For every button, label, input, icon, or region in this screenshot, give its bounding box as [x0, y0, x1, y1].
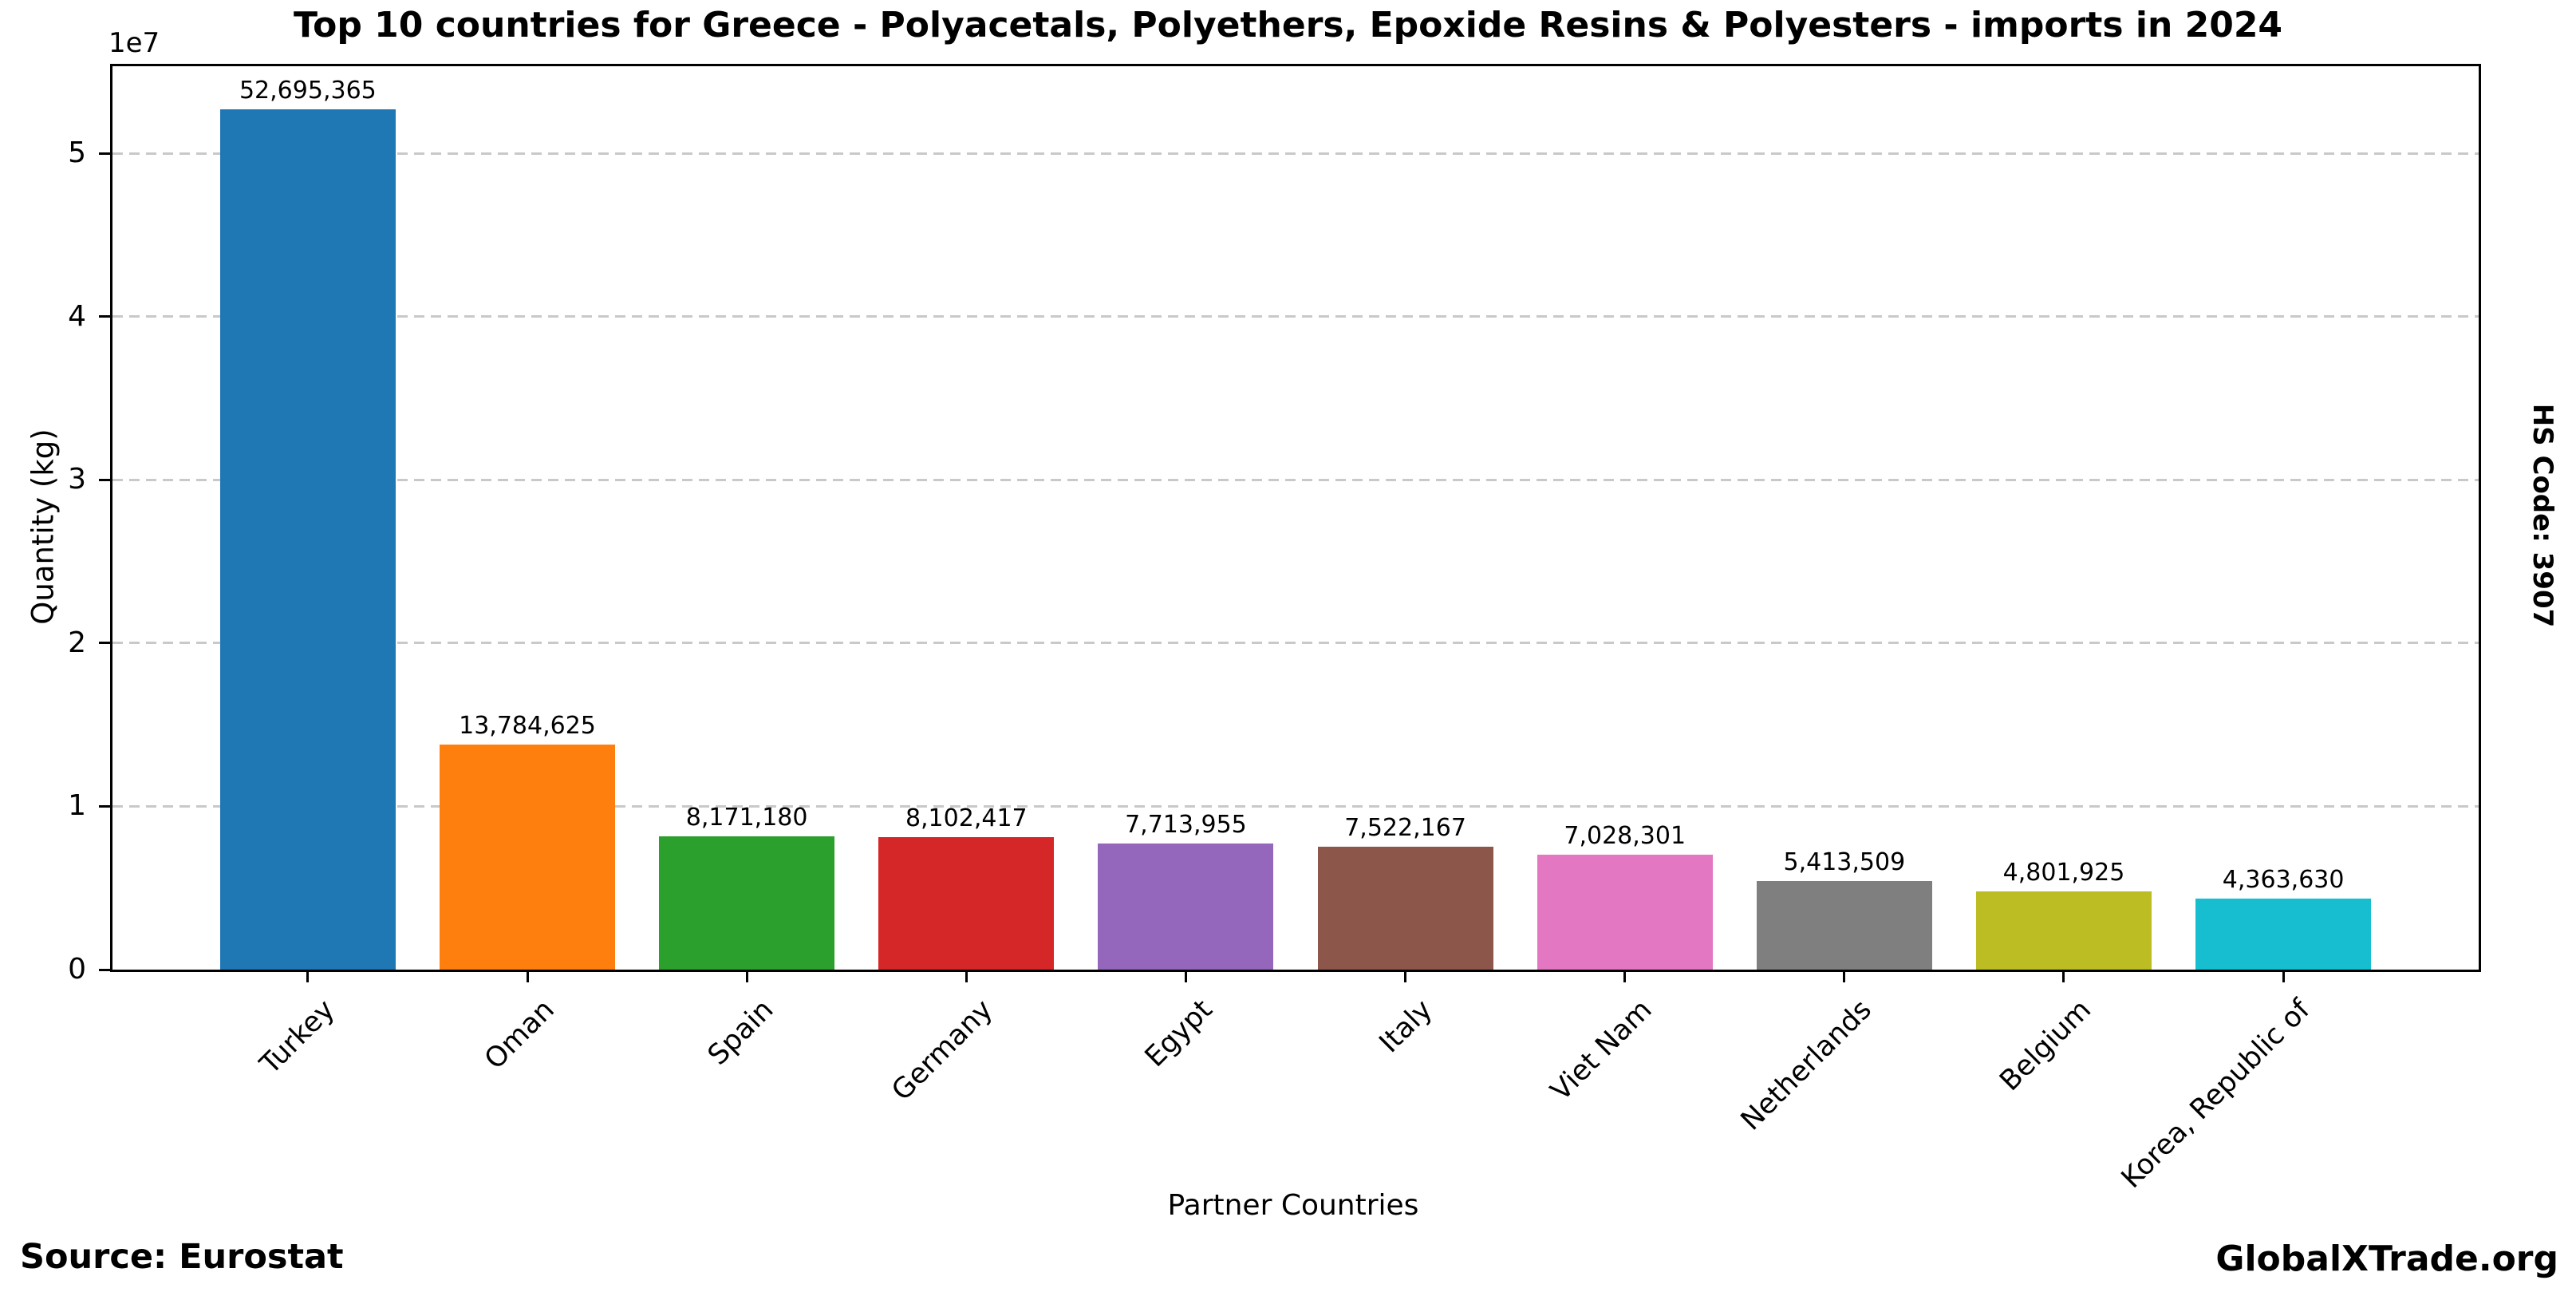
y-tick-label: 1 — [68, 789, 86, 823]
x-tick-mark — [306, 972, 310, 982]
y-gridline — [112, 152, 2479, 155]
y-tick-mark — [99, 642, 110, 645]
x-tick-mark — [1404, 972, 1407, 982]
bar — [439, 744, 616, 970]
hs-code-label: HS Code: 3907 — [2527, 403, 2558, 628]
bar — [219, 109, 396, 970]
x-tick-label: Turkey — [254, 994, 341, 1081]
bar-value-label: 7,713,955 — [1125, 811, 1247, 840]
brand-credit: GlobalXTrade.org — [2215, 1239, 2558, 1279]
y-axis-label: Quantity (kg) — [26, 429, 61, 625]
x-tick-mark — [1843, 972, 1846, 982]
bar-value-label: 5,413,509 — [1783, 848, 1906, 877]
y-gridline — [112, 804, 2479, 808]
x-tick-label: Oman — [478, 994, 561, 1077]
x-tick-mark — [1623, 972, 1627, 982]
bar-value-label: 4,363,630 — [2222, 865, 2345, 894]
x-tick-mark — [2282, 972, 2285, 982]
y-axis-exponent-label: 1e7 — [108, 27, 160, 59]
x-tick-label: Germany — [886, 994, 1000, 1108]
x-tick-mark — [2062, 972, 2065, 982]
y-tick-mark — [99, 315, 110, 318]
bar-value-label: 8,102,417 — [905, 804, 1028, 833]
source-credit: Source: Eurostat — [20, 1237, 344, 1277]
bar — [2195, 898, 2372, 970]
bar — [1317, 847, 1493, 970]
y-tick-label: 4 — [68, 299, 86, 333]
x-tick-mark — [965, 972, 968, 982]
x-tick-label: Korea, Republic of — [2116, 994, 2317, 1195]
bar — [659, 836, 835, 970]
x-tick-label: Netherlands — [1734, 994, 1878, 1137]
x-tick-mark — [745, 972, 748, 982]
y-tick-mark — [99, 804, 110, 808]
bar — [1975, 891, 2152, 970]
y-gridline — [112, 478, 2479, 481]
bar — [1537, 855, 1713, 970]
bar-value-label: 7,522,167 — [1344, 814, 1466, 843]
x-tick-label: Egypt — [1139, 994, 1220, 1073]
chart-title: Top 10 countries for Greece - Polyacetal… — [293, 5, 2283, 45]
y-gridline — [112, 315, 2479, 318]
bar — [1756, 881, 1932, 970]
x-tick-label: Belgium — [1993, 994, 2097, 1098]
y-tick-label: 5 — [68, 136, 86, 170]
x-tick-mark — [526, 972, 529, 982]
bar-value-label: 52,695,365 — [239, 76, 377, 105]
y-tick-mark — [99, 152, 110, 155]
bar-value-label: 13,784,625 — [459, 711, 596, 740]
y-tick-label: 3 — [68, 463, 86, 496]
x-axis-label: Partner Countries — [1167, 1189, 1419, 1222]
x-tick-mark — [1184, 972, 1187, 982]
y-tick-label: 2 — [68, 626, 86, 659]
x-tick-label: Spain — [702, 994, 780, 1072]
bar-value-label: 7,028,301 — [1564, 822, 1686, 851]
bar-value-label: 8,171,180 — [685, 803, 808, 832]
y-gridline — [112, 642, 2479, 645]
plot-area: 52,695,365 13,784,625 8,171,180 8,102,417 7,… — [110, 64, 2481, 972]
y-tick-mark — [99, 478, 110, 481]
y-tick-label: 0 — [68, 953, 86, 986]
bar — [1098, 844, 1274, 970]
bar — [878, 837, 1055, 970]
x-tick-label: Italy — [1373, 994, 1439, 1060]
y-tick-mark — [99, 968, 110, 971]
x-tick-label: Viet Nam — [1544, 994, 1659, 1108]
bar-value-label: 4,801,925 — [2002, 858, 2125, 887]
